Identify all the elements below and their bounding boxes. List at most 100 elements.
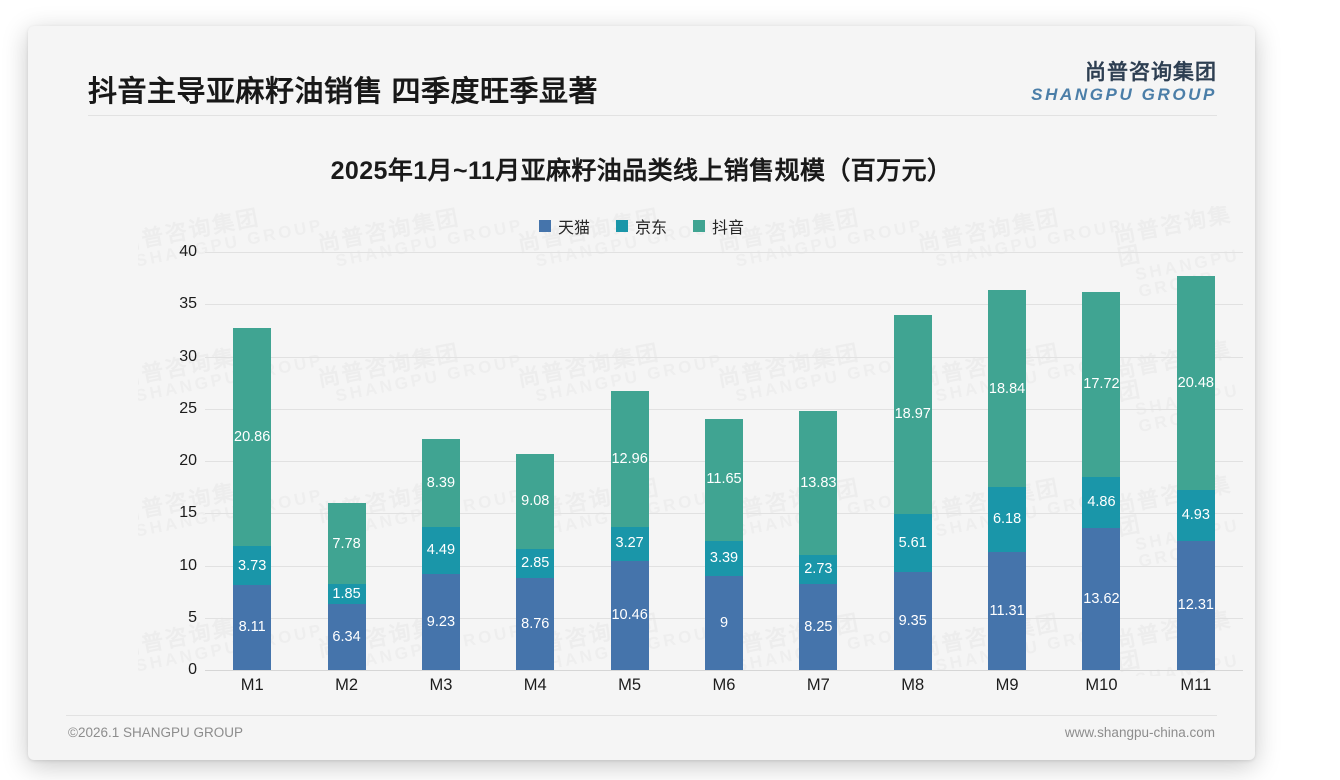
bar-segment-天猫[interactable]: 8.25 (799, 583, 838, 670)
bar-stack-M9[interactable]: 18.84 6.18 11.31 (988, 290, 1027, 670)
slide-header: 抖音主导亚麻籽油销售 四季度旺季显著 尚普咨询集团 SHANGPU GROUP (28, 26, 1255, 116)
bar-value-label: 6.34 (332, 628, 361, 645)
y-axis-tick-label: 35 (179, 295, 197, 313)
x-axis-tick-label: M3 (429, 676, 453, 694)
gridline (205, 304, 1243, 306)
bar-segment-京东[interactable]: 3.39 (705, 540, 743, 576)
bar-value-label: 17.72 (1083, 376, 1120, 393)
bar-segment-抖音[interactable]: 20.86 (233, 328, 272, 547)
bar-value-label: 8.39 (426, 474, 456, 491)
bar-stack-M6[interactable]: 11.65 3.39 9 (705, 418, 743, 670)
bar-segment-京东[interactable]: 2.73 (799, 555, 838, 584)
bar-stack-M4[interactable]: 9.08 2.85 8.76 (516, 453, 555, 670)
legend-item-抖音[interactable]: 抖音 (693, 214, 744, 238)
bar-segment-天猫[interactable]: 12.31 (1176, 541, 1215, 670)
x-axis-tick-label: M4 (523, 676, 547, 694)
gridline (205, 356, 1243, 358)
bar-segment-抖音[interactable]: 11.65 (705, 418, 743, 541)
bar-segment-抖音[interactable]: 20.48 (1176, 275, 1215, 490)
bar-value-label: 12.31 (1177, 597, 1214, 614)
bar-value-label: 6.18 (992, 511, 1022, 528)
x-axis-tick-label: M7 (806, 676, 830, 694)
bar-value-label: 20.86 (234, 429, 271, 446)
bar-value-label: 18.97 (894, 406, 931, 423)
legend-label: 京东 (634, 220, 667, 237)
y-axis-tick-label: 40 (179, 243, 197, 260)
bar-segment-京东[interactable]: 1.85 (327, 584, 366, 604)
bar-segment-抖音[interactable]: 17.72 (1082, 291, 1121, 477)
bar-value-label: 4.93 (1181, 507, 1210, 524)
bar-value-label: 2.85 (521, 555, 550, 572)
bar-value-label: 10.46 (611, 607, 648, 624)
brand-name-cn: 尚普咨询集团 (1085, 61, 1217, 84)
page-title: 抖音主导亚麻籽油销售 四季度旺季显著 (88, 76, 599, 108)
y-axis-tick-label: 25 (179, 399, 197, 417)
bar-segment-天猫[interactable]: 8.76 (516, 578, 555, 670)
bar-segment-京东[interactable]: 4.86 (1082, 476, 1121, 528)
bar-stack-M8[interactable]: 18.97 5.61 9.35 (893, 315, 932, 670)
footer-website[interactable]: www.shangpu-china.com (1064, 725, 1215, 740)
gridline (205, 252, 1243, 253)
bar-segment-抖音[interactable]: 18.97 (893, 315, 932, 514)
bar-segment-天猫[interactable]: 6.34 (327, 603, 366, 670)
footer-copyright: ©2026.1 SHANGPU GROUP (68, 725, 244, 740)
y-axis-tick-label: 30 (179, 347, 197, 365)
bar-segment-抖音[interactable]: 12.96 (610, 391, 649, 527)
bar-stack-M7[interactable]: 13.83 2.73 8.25 (799, 410, 838, 670)
bar-stack-M3[interactable]: 8.39 4.49 9.23 (421, 438, 460, 670)
bar-stack-M10[interactable]: 17.72 4.86 13.62 (1082, 291, 1121, 670)
bar-segment-京东[interactable]: 2.85 (516, 548, 555, 579)
brand-name-en: SHANGPU GROUP (1031, 84, 1217, 104)
x-axis-tick-label: M9 (995, 676, 1019, 694)
bar-value-label: 7.78 (332, 535, 361, 552)
bar-segment-天猫[interactable]: 9.23 (421, 573, 460, 670)
bar-segment-京东[interactable]: 3.73 (233, 546, 272, 586)
bar-segment-抖音[interactable]: 8.39 (421, 438, 460, 527)
y-axis-tick-label: 5 (188, 608, 197, 626)
bar-segment-京东[interactable]: 6.18 (988, 487, 1027, 552)
legend-item-天猫[interactable]: 天猫 (538, 214, 590, 238)
bar-value-label: 9.35 (898, 612, 927, 629)
bar-segment-天猫[interactable]: 9 (705, 575, 743, 670)
header-divider (88, 115, 1217, 116)
x-axis-tick-label: M6 (712, 676, 736, 694)
chart-title: 2025年1月~11月亚麻籽油品类线上销售规模（百万元） (330, 157, 953, 185)
bar-segment-抖音[interactable]: 13.83 (799, 410, 838, 556)
chart-legend: 天猫 京东 抖音 (28, 214, 1255, 238)
bar-value-label: 8.25 (804, 618, 833, 635)
bar-segment-天猫[interactable]: 10.46 (610, 560, 649, 670)
legend-item-京东[interactable]: 京东 (615, 214, 667, 238)
bar-segment-天猫[interactable]: 13.62 (1082, 527, 1121, 670)
chart-x-axis: M1 M2 M3 M4 M5 M6 M7 M8 M9 M10 M11 (205, 676, 1243, 704)
bar-segment-抖音[interactable]: 7.78 (327, 503, 366, 585)
bar-stack-M2[interactable]: 7.78 1.85 6.34 (327, 503, 366, 670)
bar-segment-京东[interactable]: 5.61 (893, 513, 932, 573)
bar-segment-抖音[interactable]: 18.84 (988, 290, 1027, 488)
bar-value-label: 11.31 (989, 602, 1025, 619)
slide-card: 抖音主导亚麻籽油销售 四季度旺季显著 尚普咨询集团 SHANGPU GROUP … (28, 26, 1255, 760)
x-axis-tick-label: M10 (1085, 676, 1118, 694)
bar-value-label: 13.62 (1083, 590, 1120, 607)
footer-divider (66, 715, 1217, 716)
x-axis-tick-label: M11 (1180, 676, 1212, 694)
bar-segment-天猫[interactable]: 11.31 (988, 551, 1027, 670)
bar-value-label: 2.73 (804, 561, 833, 578)
bar-segment-京东[interactable]: 4.49 (421, 526, 460, 574)
gridline (205, 670, 1243, 671)
legend-swatch-icon (693, 220, 705, 232)
bar-stack-M11[interactable]: 20.48 4.93 12.31 (1176, 275, 1215, 670)
y-axis-tick-label: 10 (179, 556, 197, 574)
gridline (205, 408, 1243, 410)
bar-segment-京东[interactable]: 4.93 (1176, 489, 1215, 542)
bar-stack-M1[interactable]: 20.86 3.73 8.11 (233, 328, 272, 670)
bar-segment-京东[interactable]: 3.27 (610, 526, 649, 561)
legend-label: 抖音 (712, 220, 745, 237)
bar-segment-抖音[interactable]: 9.08 (516, 453, 555, 549)
bar-value-label: 3.27 (615, 535, 644, 552)
bar-segment-天猫[interactable]: 9.35 (893, 572, 932, 670)
x-axis-tick-label: M8 (901, 676, 925, 694)
bar-value-label: 4.49 (426, 541, 456, 558)
bar-segment-天猫[interactable]: 8.11 (233, 585, 272, 670)
bar-value-label: 4.86 (1087, 494, 1116, 511)
bar-stack-M5[interactable]: 12.96 3.27 10.46 (610, 391, 649, 670)
